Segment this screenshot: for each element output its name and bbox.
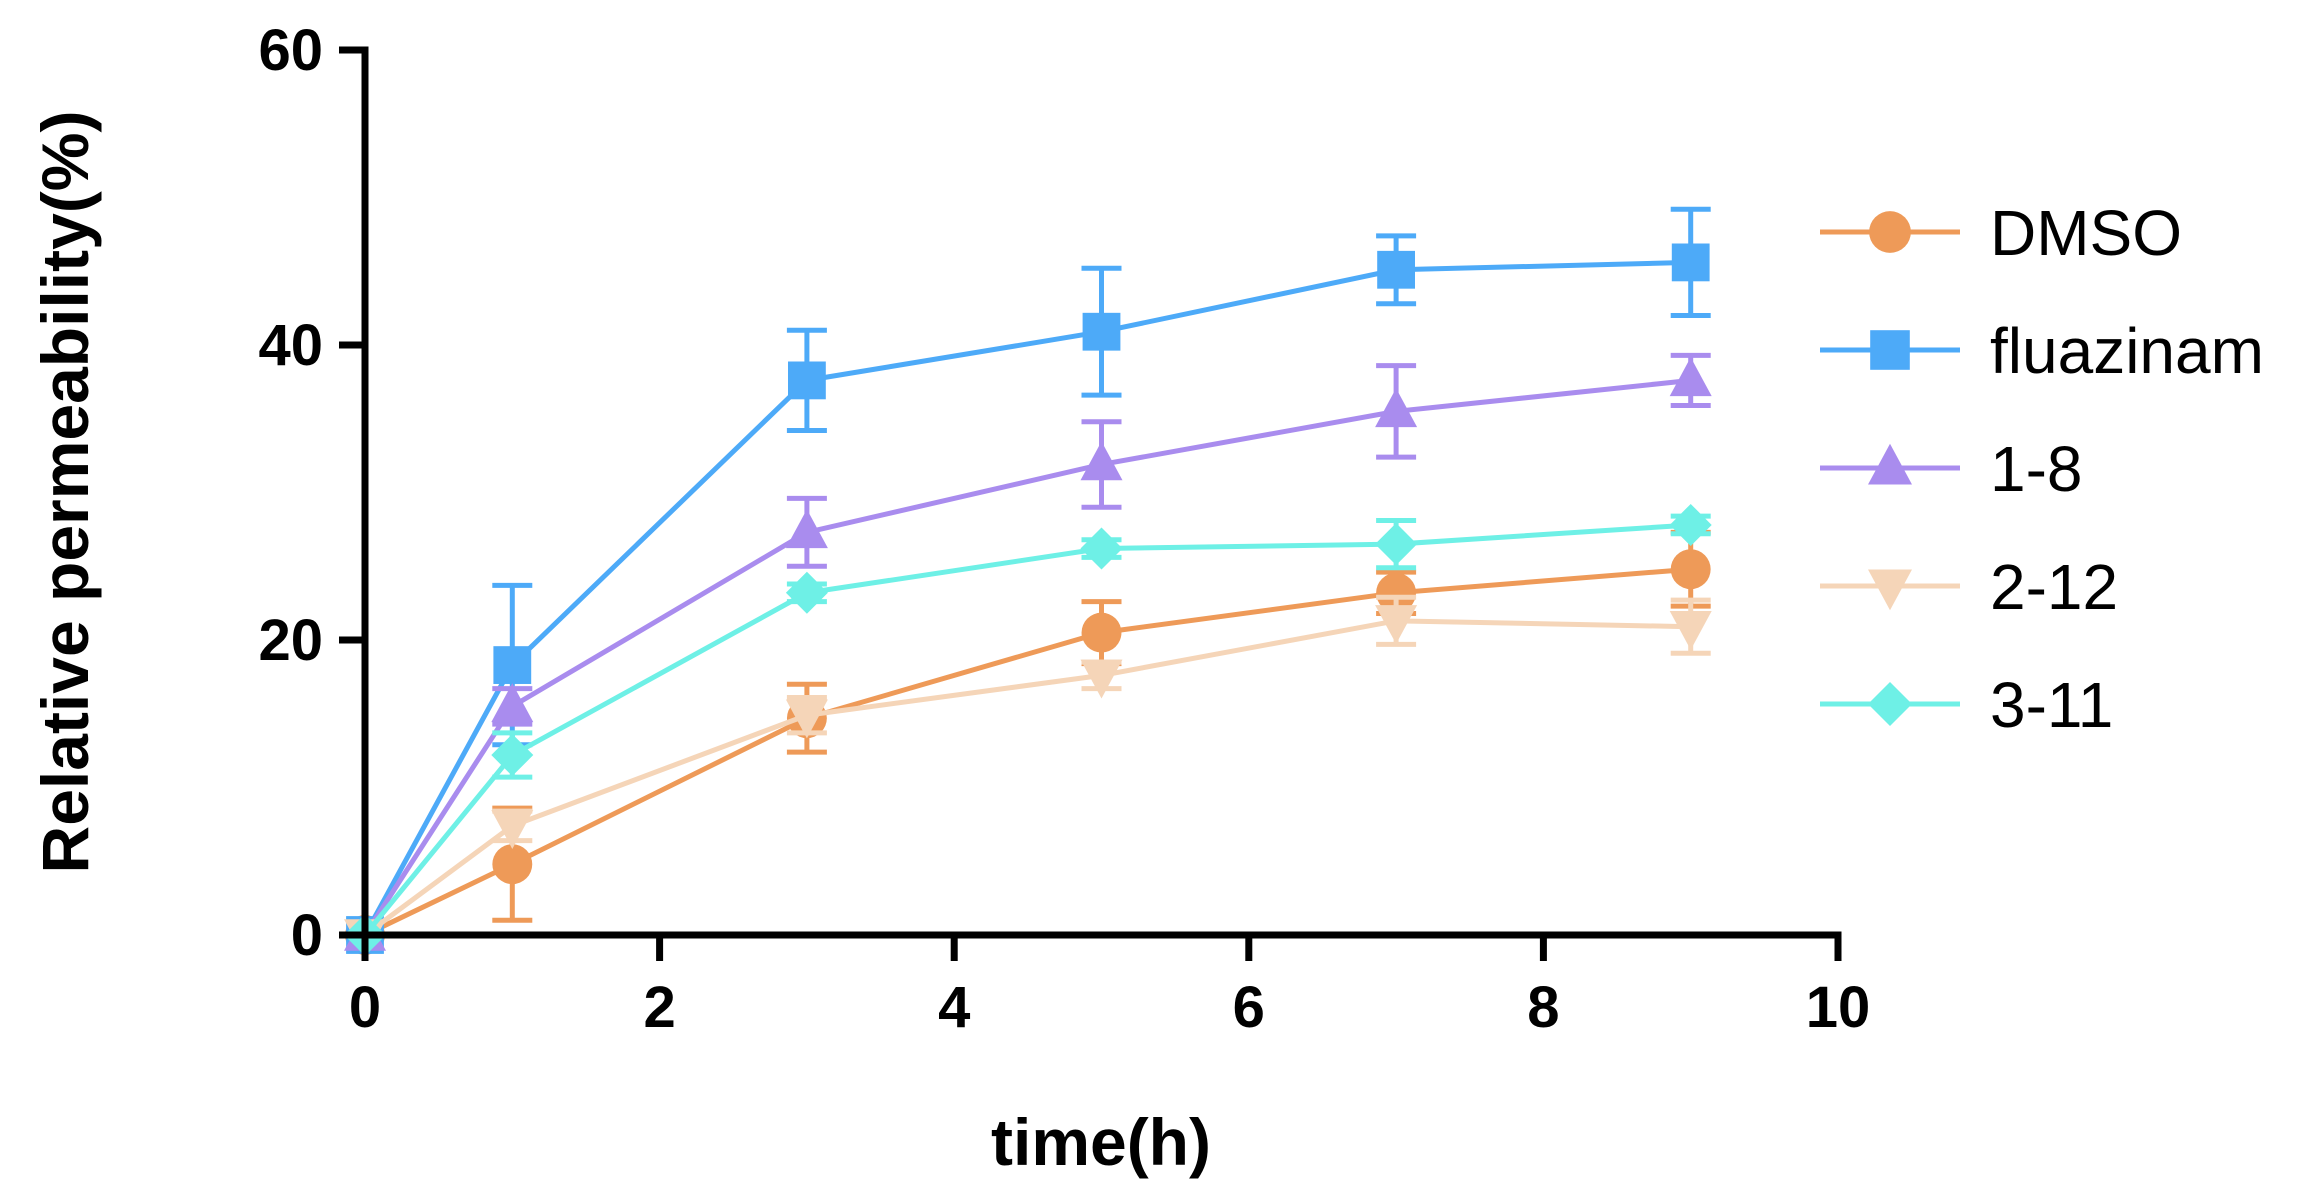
x-tick-label: 4 [938,975,970,1040]
data-point [1080,527,1123,570]
data-point [1669,357,1712,397]
data-point [493,646,532,684]
data-point [1375,388,1418,428]
series-DMSO [345,529,1711,955]
data-point [491,683,534,723]
series-layer [344,206,1712,959]
y-axis-title: Relative permeability(%) [28,111,102,874]
legend-item: DMSO [1820,197,2182,269]
data-point [1375,523,1418,566]
x-tick-label: 2 [643,975,675,1040]
data-point [492,844,533,885]
legend-label: DMSO [1990,197,2182,269]
legend-marker [1868,569,1912,611]
legend-label: 3-11 [1990,669,2113,741]
legend-item: 3-11 [1820,669,2113,741]
legend-label: fluazinam [1990,315,2264,387]
data-point [785,699,828,739]
data-point [1080,441,1123,481]
series-line [363,522,1691,937]
series-line [363,566,1691,938]
data-point [1669,610,1712,650]
data-point [1376,572,1417,613]
y-tick-label: 0 [291,903,323,968]
legend: DMSO fluazinam 1-8 2-12 3-11 [1820,197,2264,741]
data-point [1080,659,1123,699]
legend-marker [1869,211,1911,253]
x-tick-label: 8 [1527,975,1559,1040]
series-3-11 [344,503,1712,956]
y-tick-label: 40 [258,313,323,378]
series-line [362,377,1691,937]
data-point [1670,549,1711,590]
series-2-12 [344,594,1712,959]
legend-marker [1870,330,1910,370]
x-tick-label: 6 [1233,975,1265,1040]
legend-item: fluazinam [1820,315,2264,387]
data-point [491,810,534,849]
data-point [785,509,828,549]
legend-label: 1-8 [1990,433,2083,505]
data-point [788,361,826,400]
legend-label: 2-12 [1990,551,2118,623]
y-tick-label: 20 [258,608,323,673]
series-line [363,618,1691,938]
series-line [362,259,1691,937]
axes [361,46,1842,939]
data-point [1375,605,1418,644]
x-tick-label: 10 [1806,975,1871,1040]
y-tick-label: 60 [258,18,323,83]
legend-item: 2-12 [1820,551,2118,623]
legend-marker [1868,443,1912,485]
data-point [785,571,828,614]
legend-item: 1-8 [1820,433,2083,505]
legend-marker [1868,682,1912,726]
data-point [1082,312,1121,351]
x-tick-label: 0 [349,975,381,1040]
x-axis-title: time(h) [991,1105,1211,1179]
data-point [1671,243,1710,282]
data-point [1669,503,1712,546]
data-point [491,734,534,777]
data-point [1081,612,1122,653]
ticks: 0 2 4 6 8 10 0 20 40 60 [258,18,1870,1040]
data-point [1377,250,1415,289]
